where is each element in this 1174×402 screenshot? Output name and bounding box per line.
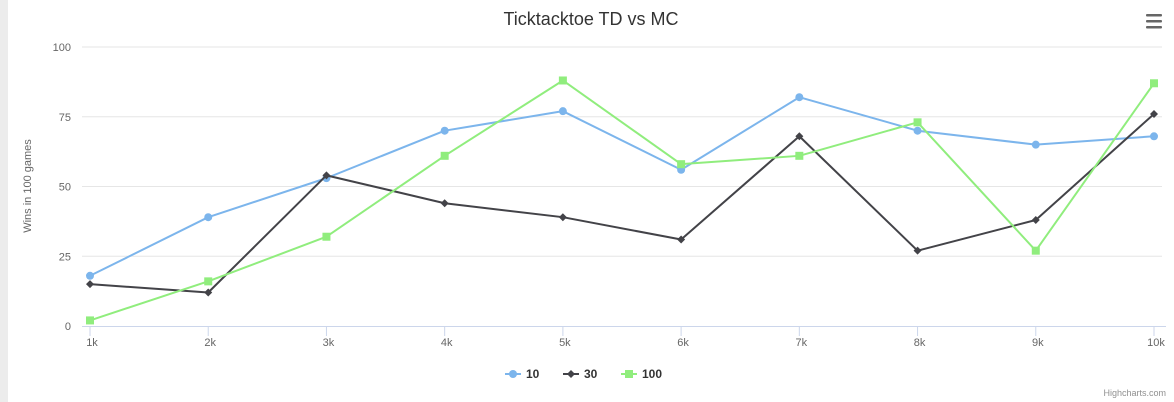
data-point-10[interactable]	[440, 126, 449, 135]
x-tick-label: 2k	[204, 337, 216, 349]
legend-marker-30	[567, 370, 575, 378]
x-tick-label: 6k	[677, 337, 689, 349]
data-point-10[interactable]	[1031, 140, 1040, 149]
x-tick-label: 8k	[914, 337, 926, 349]
y-tick-label: 50	[59, 182, 71, 194]
legend-label: 30	[584, 367, 598, 381]
data-point-100[interactable]	[86, 316, 94, 325]
series-line-10[interactable]	[89, 96, 1155, 277]
x-tick-label: 9k	[1032, 337, 1044, 349]
data-point-10[interactable]	[1150, 132, 1158, 141]
legend-item-30[interactable]: 30	[563, 367, 598, 381]
data-point-100[interactable]	[440, 151, 449, 160]
data-point-30[interactable]	[677, 235, 686, 244]
data-point-100[interactable]	[677, 160, 686, 169]
data-point-30[interactable]	[1031, 215, 1040, 224]
y-tick-label: 0	[65, 321, 71, 333]
chart-title: Ticktacktoe TD vs MC	[503, 9, 678, 29]
legend-label: 100	[642, 367, 662, 381]
legend: 10 30 100	[505, 367, 662, 381]
series-line-30[interactable]	[89, 112, 1155, 294]
line-chart: Ticktacktoe TD vs MC 0 25 50 75 100 1k 2k 3k 4k 5…	[22, 8, 1168, 398]
chart-container: Ticktacktoe TD vs MC 0 25 50 75 100 1k 2k 3k 4k 5…	[8, 0, 1174, 402]
series-10	[86, 93, 1158, 280]
data-point-10[interactable]	[558, 107, 567, 116]
data-point-30[interactable]	[86, 280, 94, 289]
data-point-30[interactable]	[204, 288, 213, 297]
x-tick-label: 7k	[796, 337, 808, 349]
data-point-10[interactable]	[795, 93, 804, 102]
series-30	[86, 109, 1158, 297]
data-point-10[interactable]	[913, 126, 922, 135]
legend-marker-100	[625, 370, 633, 378]
y-tick-label: 75	[59, 112, 71, 124]
data-point-100[interactable]	[322, 232, 331, 241]
legend-item-100[interactable]: 100	[621, 367, 662, 381]
series-group	[86, 76, 1158, 325]
data-point-100[interactable]	[913, 118, 922, 127]
x-tick-label: 4k	[441, 337, 453, 349]
data-point-30[interactable]	[913, 246, 922, 255]
grid-lines	[82, 46, 1162, 257]
y-axis-title: Wins in 100 games	[22, 139, 34, 233]
y-tick-label: 100	[53, 42, 71, 54]
axes: 0 25 50 75 100 1k 2k 3k 4k 5k 6k 7k 8k 9k 10k	[53, 42, 1166, 349]
data-point-100[interactable]	[204, 277, 213, 286]
data-point-100[interactable]	[1150, 79, 1158, 88]
x-tick-label: 5k	[559, 337, 571, 349]
legend-label: 10	[526, 367, 540, 381]
credits-link[interactable]: Highcharts.com	[1103, 388, 1166, 398]
x-tick-label: 10k	[1147, 337, 1165, 349]
context-menu-button[interactable]	[1138, 8, 1168, 34]
data-point-10[interactable]	[86, 271, 94, 280]
y-tick-label: 25	[59, 251, 71, 263]
x-tick-label: 3k	[323, 337, 335, 349]
data-point-30[interactable]	[322, 171, 331, 180]
data-point-30[interactable]	[558, 213, 567, 222]
data-point-30[interactable]	[440, 199, 449, 208]
data-point-100[interactable]	[558, 76, 567, 85]
legend-item-10[interactable]: 10	[505, 367, 540, 381]
hamburger-menu-icon	[1146, 14, 1162, 29]
data-point-100[interactable]	[1031, 246, 1040, 255]
legend-marker-10	[509, 370, 517, 378]
series-100	[86, 76, 1158, 325]
data-point-100[interactable]	[795, 151, 804, 160]
series-line-100[interactable]	[89, 79, 1155, 322]
x-tick-label: 1k	[86, 337, 98, 349]
data-point-10[interactable]	[204, 213, 213, 222]
data-point-30[interactable]	[795, 132, 804, 141]
data-point-30[interactable]	[1150, 109, 1158, 118]
